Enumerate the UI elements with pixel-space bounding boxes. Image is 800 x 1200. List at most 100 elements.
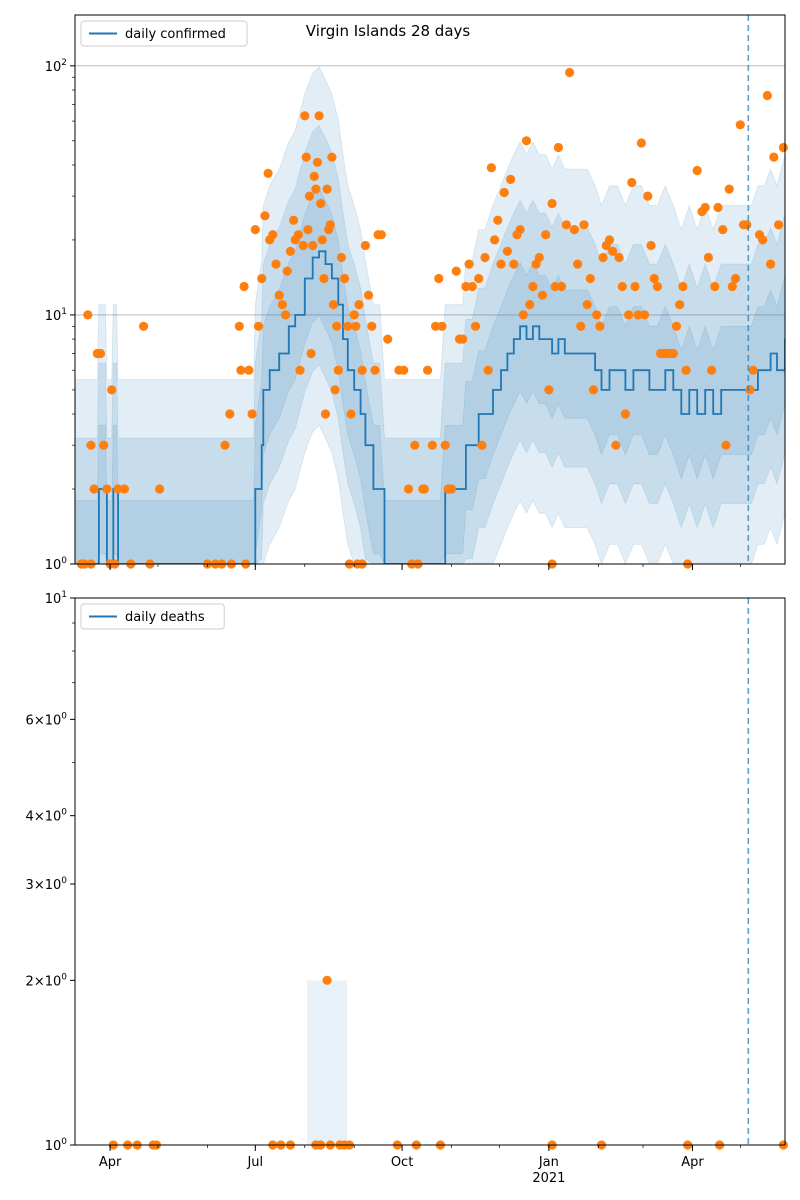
data-point-111 xyxy=(515,225,525,235)
data-point-90 xyxy=(446,484,457,494)
data-point-29 xyxy=(271,259,281,269)
data-point-182 xyxy=(762,90,773,101)
data-point-65 xyxy=(346,409,356,419)
data-point-146 xyxy=(630,281,640,292)
data-point-85 xyxy=(431,321,441,331)
legend-box xyxy=(80,20,248,47)
data-point-98 xyxy=(474,273,484,284)
data-point-72 xyxy=(367,321,377,331)
data-point-163 xyxy=(692,165,702,176)
data-point-135 xyxy=(595,321,605,331)
x-tick-label-4: Apr xyxy=(681,1155,704,1170)
data-point-133 xyxy=(588,385,599,395)
data-point-105 xyxy=(496,259,506,269)
data-point-43 xyxy=(304,191,315,201)
data-point-123 xyxy=(553,142,564,153)
data-point-127 xyxy=(569,225,580,235)
data-point-120 xyxy=(544,385,554,395)
data-point-104 xyxy=(493,215,503,225)
data-point-172 xyxy=(724,184,734,194)
data-point-37 xyxy=(293,230,303,240)
deaths-panel: 100 2×100 3×100 4×100 6×100 101 Apr Jul Oct Jan20… xyxy=(26,590,789,1186)
data-point-20 xyxy=(244,365,254,375)
data-point-17 xyxy=(234,321,244,331)
data-point-84 xyxy=(427,440,437,450)
data-point-183 xyxy=(766,259,776,269)
chart-title: Virgin Islands 28 days xyxy=(306,22,471,40)
data-point-18 xyxy=(236,365,246,375)
data-point-70 xyxy=(360,240,370,251)
data-point-131 xyxy=(582,300,592,310)
uncertainty-band-2 xyxy=(75,66,785,564)
plot-area xyxy=(307,980,348,1145)
data-point-46 xyxy=(309,171,319,181)
data-point-87 xyxy=(437,321,447,331)
data-point-170 xyxy=(718,225,728,235)
data-point-5 xyxy=(95,348,106,359)
data-point-99 xyxy=(477,440,487,450)
legend: daily deaths xyxy=(80,603,225,630)
data-point-118 xyxy=(537,290,548,300)
plot-area xyxy=(75,65,785,564)
data-point-151 xyxy=(646,240,656,251)
data-point-62 xyxy=(336,252,346,263)
data-point-75 xyxy=(376,230,386,240)
data-point-63 xyxy=(340,273,350,284)
data-point-115 xyxy=(528,281,538,292)
data-point-38 xyxy=(295,365,305,375)
data-point-32 xyxy=(281,310,291,320)
data-point-67 xyxy=(351,321,361,331)
data-point-136 xyxy=(598,252,608,263)
y-tick-label-3: 4×100 xyxy=(26,808,68,825)
y-tick-label-1: 2×100 xyxy=(26,972,68,989)
data-point-173 xyxy=(727,281,737,292)
data-point-166 xyxy=(703,252,714,263)
data-point-160 xyxy=(675,300,685,310)
legend-box xyxy=(80,603,225,630)
data-point-167 xyxy=(707,365,717,375)
axes-frame xyxy=(74,597,786,1146)
series-line-daily-confirmed xyxy=(75,250,785,564)
data-point-47 xyxy=(311,184,321,194)
data-point-94 xyxy=(461,281,471,292)
data-point-174 xyxy=(730,273,741,284)
data-point-109 xyxy=(509,259,519,269)
data-point-49 xyxy=(314,111,324,121)
data-point-144 xyxy=(624,310,634,320)
data-point-169 xyxy=(713,202,723,213)
data-point-114 xyxy=(525,300,535,310)
data-point-102 xyxy=(486,163,496,173)
data-point-40 xyxy=(300,111,310,121)
data-point-171 xyxy=(721,440,731,450)
data-point-141 xyxy=(614,252,624,263)
data-point-185 xyxy=(774,220,784,230)
data-point-91 xyxy=(451,266,461,276)
data-point-101 xyxy=(483,365,493,375)
legend: daily confirmed xyxy=(80,20,248,47)
data-point-61 xyxy=(333,365,343,375)
uncertainty-band-0 xyxy=(307,980,348,1145)
data-point-10 xyxy=(322,975,332,985)
data-point-58 xyxy=(328,300,339,310)
data-point-125 xyxy=(561,220,572,230)
data-point-12 xyxy=(139,321,149,331)
data-point-64 xyxy=(343,321,353,331)
data-point-140 xyxy=(611,440,621,450)
data-point-50 xyxy=(316,198,326,209)
axes-frame xyxy=(74,14,786,565)
data-point-52 xyxy=(319,273,329,284)
data-point-24 xyxy=(257,273,267,284)
data-point-179 xyxy=(748,365,758,375)
data-point-54 xyxy=(322,184,332,194)
data-point-143 xyxy=(620,409,631,419)
y-tick-label-0: 100 xyxy=(45,556,68,573)
y-tick-label-2: 102 xyxy=(45,58,67,75)
data-point-165 xyxy=(700,202,710,213)
data-point-16 xyxy=(225,409,235,419)
data-point-138 xyxy=(604,235,615,245)
data-point-8 xyxy=(107,385,117,395)
legend-label: daily deaths xyxy=(125,610,205,625)
data-point-9 xyxy=(113,484,123,494)
